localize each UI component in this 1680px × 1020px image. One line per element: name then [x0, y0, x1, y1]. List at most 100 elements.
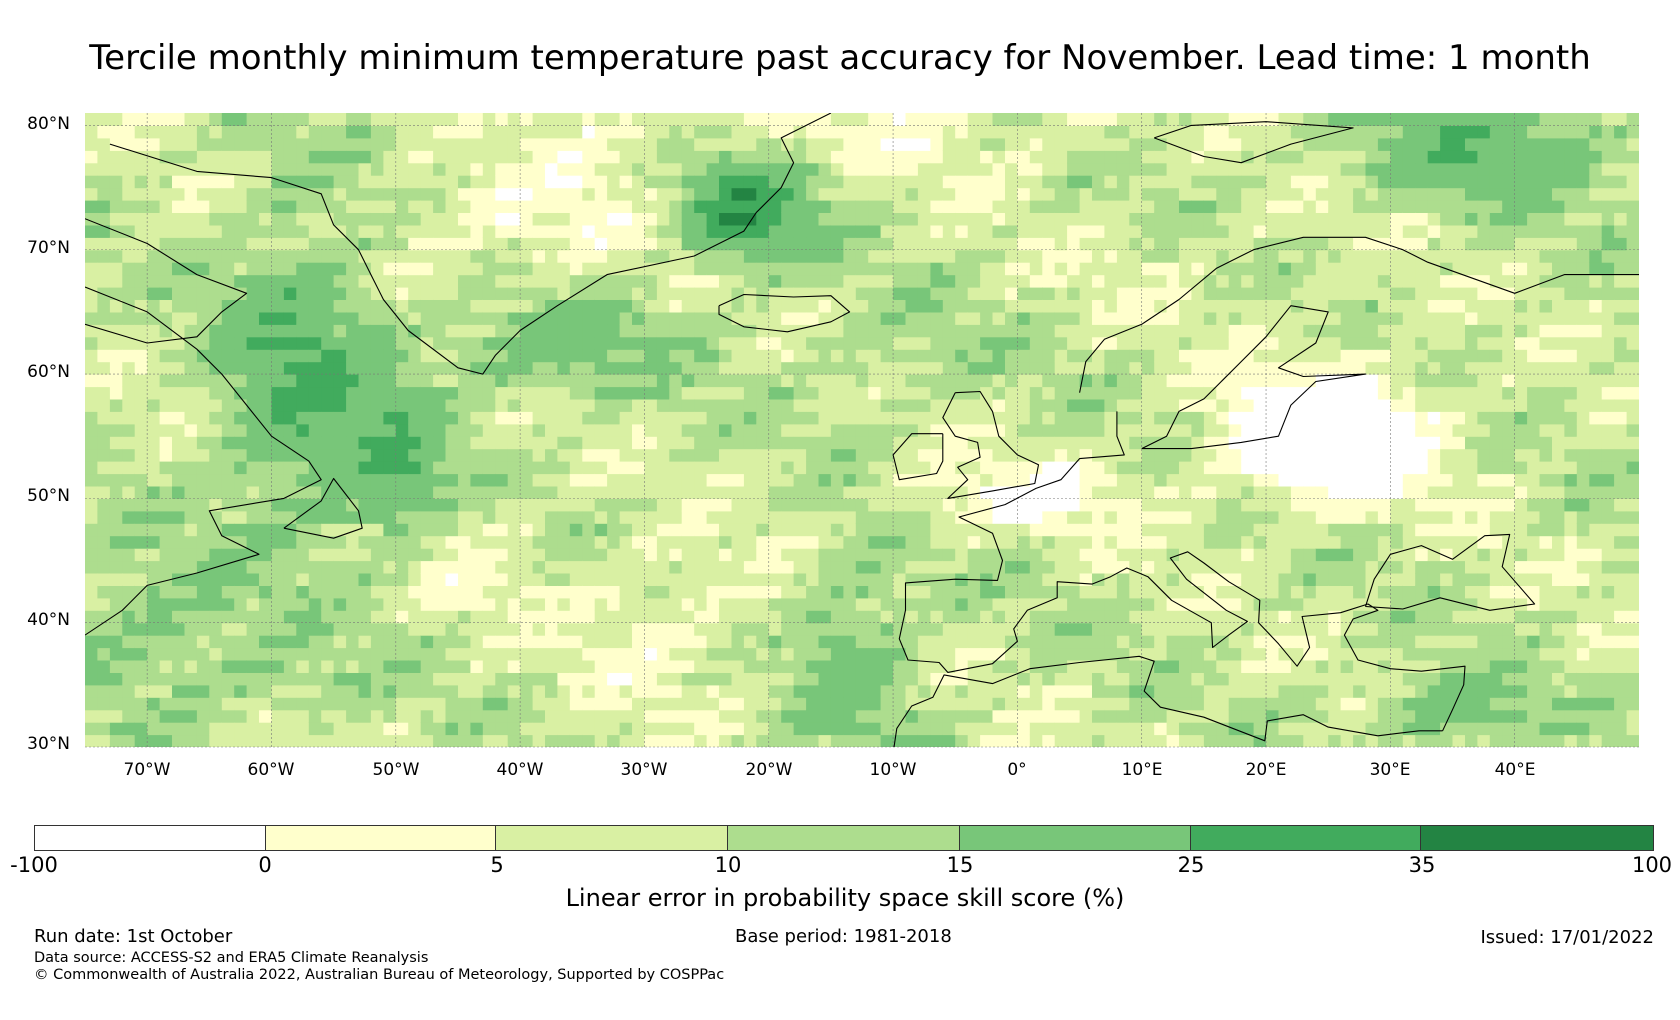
grid-cell [669, 237, 683, 251]
grid-cell [880, 597, 894, 611]
grid-cell [495, 635, 509, 649]
grid-cell [458, 635, 471, 649]
grid-cell [594, 722, 608, 736]
grid-cell [470, 436, 484, 450]
grid-cell [1216, 485, 1230, 499]
grid-cell [433, 485, 447, 499]
grid-cell [781, 560, 795, 574]
grid-cell [1216, 361, 1230, 375]
grid-cell [706, 398, 720, 412]
grid-cell [607, 535, 621, 549]
grid-cell [793, 684, 807, 698]
grid-cell [1290, 734, 1304, 747]
grid-cell [85, 722, 98, 736]
grid-cell [893, 573, 907, 586]
grid-cell [843, 150, 857, 164]
grid-cell [1179, 137, 1192, 151]
grid-cell [843, 660, 857, 673]
grid-cell [85, 734, 98, 747]
grid-cell [1005, 150, 1018, 164]
grid-cell [321, 336, 335, 350]
grid-cell [1253, 274, 1267, 288]
grid-cell [1241, 473, 1255, 487]
grid-cell [768, 647, 782, 661]
grid-cell [346, 324, 360, 338]
grid-cell [632, 722, 645, 736]
grid-cell [830, 697, 844, 711]
grid-cell [1005, 585, 1018, 599]
grid-cell [495, 498, 509, 512]
grid-cell [520, 510, 534, 524]
grid-cell [905, 498, 919, 512]
grid-cell [234, 423, 248, 437]
grid-cell [706, 684, 720, 698]
grid-cell [283, 635, 297, 649]
grid-cell [768, 125, 782, 139]
grid-cell [656, 660, 670, 673]
grid-cell [1042, 398, 1056, 412]
grid-cell [271, 722, 285, 736]
grid-cell [333, 647, 347, 661]
grid-cell [172, 436, 185, 450]
grid-cell [781, 548, 795, 562]
grid-cell [942, 697, 956, 711]
grid-cell [843, 386, 857, 400]
grid-cell [458, 175, 471, 189]
grid-cell [893, 374, 907, 388]
grid-cell [358, 622, 372, 636]
grid-cell [855, 672, 869, 686]
grid-cell [85, 535, 98, 549]
grid-cell [681, 485, 695, 499]
grid-cell [259, 349, 272, 363]
grid-cell [308, 697, 322, 711]
grid-cell [955, 560, 969, 574]
grid-cell [1104, 423, 1118, 437]
grid-cell [706, 448, 720, 462]
grid-cell [271, 274, 285, 288]
grid-cell [830, 548, 844, 562]
grid-cell [545, 287, 558, 300]
grid-cell [196, 722, 210, 736]
grid-cell [607, 697, 621, 711]
grid-cell [433, 175, 447, 189]
grid-cell [520, 523, 534, 537]
grid-cell [159, 684, 173, 698]
grid-cell [321, 535, 335, 549]
grid-cell [308, 647, 322, 661]
grid-cell [296, 200, 310, 213]
grid-cell [1203, 672, 1217, 686]
grid-cell [420, 212, 434, 226]
grid-cell [1054, 237, 1068, 251]
grid-cell [719, 610, 732, 624]
grid-cell [433, 187, 447, 201]
grid-cell [743, 187, 757, 201]
grid-cell [333, 535, 347, 549]
grid-cell [905, 175, 919, 189]
grid-cell [259, 560, 272, 574]
grid-cell [1266, 324, 1279, 338]
grid-cell [930, 498, 944, 512]
grid-cell [644, 448, 658, 462]
grid-cell [1191, 287, 1205, 300]
grid-cell [383, 622, 397, 636]
grid-cell [85, 585, 98, 599]
grid-cell [358, 299, 372, 313]
grid-cell [1129, 722, 1143, 736]
grid-cell [756, 386, 770, 400]
grid-cell [905, 113, 919, 126]
grid-cell [259, 548, 272, 562]
grid-cell [408, 299, 422, 313]
grid-cell [743, 473, 757, 487]
grid-cell [370, 175, 384, 189]
grid-cell [507, 573, 521, 586]
grid-cell [159, 423, 173, 437]
grid-cell [1290, 311, 1304, 325]
grid-cell [97, 585, 111, 599]
grid-cell [743, 622, 757, 636]
grid-cell [1054, 113, 1068, 126]
grid-cell [1067, 212, 1081, 226]
grid-cell [395, 535, 409, 549]
grid-cell [1017, 262, 1031, 276]
grid-cell [1029, 386, 1043, 400]
grid-cell [495, 386, 509, 400]
